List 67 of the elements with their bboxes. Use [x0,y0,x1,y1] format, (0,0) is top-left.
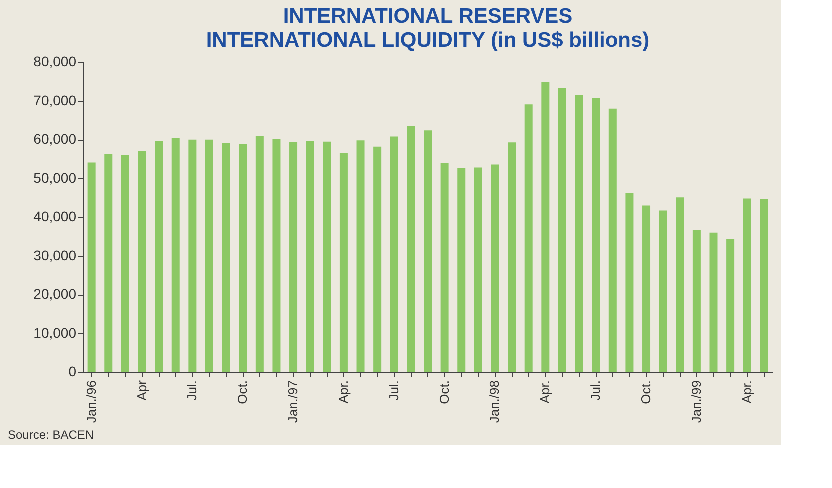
bar [323,142,332,372]
y-tick-label: 70,000 [34,92,77,108]
bar [424,130,432,372]
source-note: Source: BACEN [8,428,94,442]
x-tick-label: Oct. [235,380,250,404]
x-tick-label: Jul. [386,380,402,401]
x-tick-label: Apr. [538,380,553,404]
x-tick-label: Jul. [184,380,200,401]
bar [256,136,264,372]
bar [575,95,584,372]
bar [290,142,298,372]
bar [340,153,348,372]
x-tick-label: Apr [134,380,150,401]
x-tick-label: Oct. [638,380,654,404]
x-tick-label: Jan./99 [688,380,704,424]
bar [440,164,449,372]
chart-title: INTERNATIONAL RESERVES [283,5,573,28]
bar [760,199,768,372]
bar [172,138,180,372]
bar [524,104,533,372]
bar [390,136,398,372]
y-tick-label: 30,000 [34,247,77,264]
y-tick-label: 10,000 [34,324,77,341]
x-tick-label: Apr. [336,380,351,404]
bar [474,168,482,372]
bar [104,154,113,372]
bar [491,164,500,372]
bar [306,141,314,372]
bar [676,198,684,372]
x-tick-label: Jan./98 [487,380,502,424]
bar [692,230,701,372]
y-tick-label: 80,000 [34,54,77,70]
bar [558,88,566,372]
bar [626,192,634,372]
x-tick-label: Jan./96 [84,380,99,424]
bar [272,139,281,372]
x-tick-label: Oct. [436,380,452,404]
x-tick-label: Jul. [588,380,604,401]
bar [743,198,752,372]
bar [356,140,365,372]
bar [542,82,550,372]
bar [508,142,516,372]
bar [88,162,96,372]
bar [407,126,416,372]
bar [642,206,651,372]
x-tick-label: Apr. [739,380,754,404]
y-tick-label: 50,000 [34,170,77,186]
y-tick-label: 0 [68,364,77,380]
y-tick-label: 60,000 [34,131,77,147]
y-tick-label: 40,000 [34,208,77,224]
bar [592,98,600,372]
bar [726,239,735,372]
x-tick-label: Jan./97 [286,380,301,424]
bar [222,142,230,372]
bar [188,140,197,372]
bar [374,146,382,372]
chart-subtitle: INTERNATIONAL LIQUIDITY (in US$ billions) [206,29,650,52]
bar [659,210,668,372]
bar [710,232,718,372]
bar [458,168,466,372]
bar [239,144,248,372]
bar [138,152,146,372]
bar [608,108,617,372]
bar [155,141,164,372]
bar [121,155,130,372]
y-tick-label: 20,000 [34,286,77,302]
bar [205,140,214,372]
